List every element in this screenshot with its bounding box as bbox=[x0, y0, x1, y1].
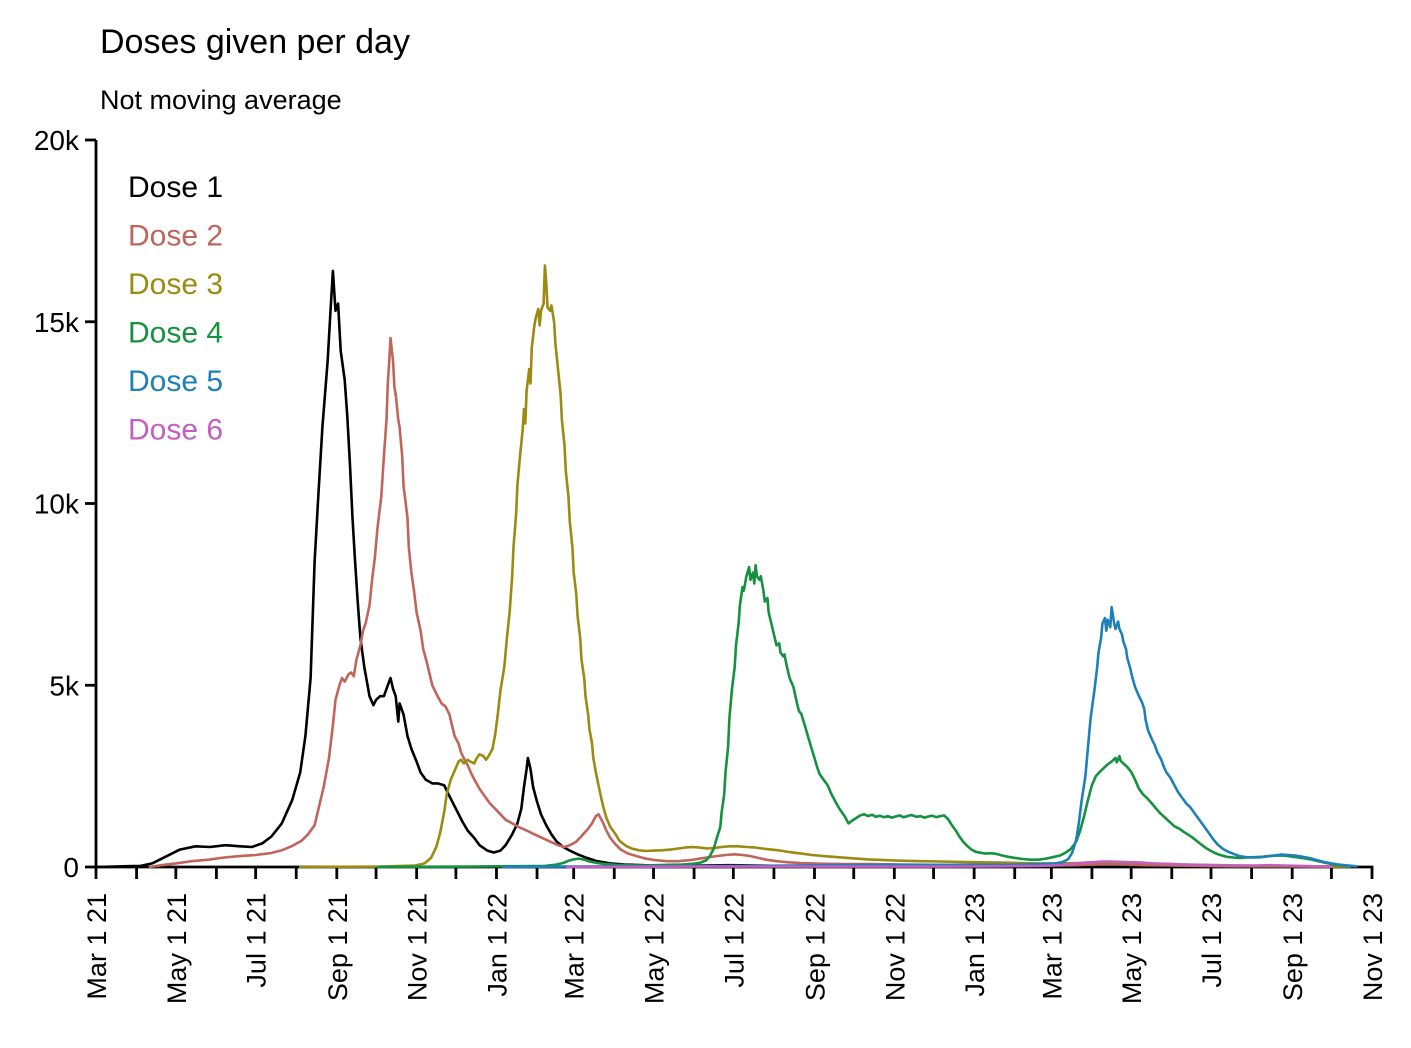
x-tick-label: Mar 1 23 bbox=[1037, 893, 1067, 1000]
x-tick-label: Nov 1 21 bbox=[403, 893, 433, 1001]
legend-item-dose-5: Dose 5 bbox=[128, 365, 223, 398]
x-tick-label: Mar 1 21 bbox=[82, 893, 112, 1000]
y-tick-label: 5k bbox=[49, 670, 80, 701]
x-tick-label: May 1 22 bbox=[640, 893, 670, 1004]
plot-area: 0 5k 10k 15k 20k Mar 1 21 May 1 21 Jul 1 21 Sep … bbox=[34, 125, 1388, 1004]
x-tick-label: Jul 1 23 bbox=[1197, 893, 1227, 988]
series-dose-1 bbox=[94, 269, 791, 869]
y-tick-label: 10k bbox=[34, 489, 80, 520]
x-tick-label: Jan 1 23 bbox=[960, 893, 990, 997]
series-dose-2 bbox=[148, 336, 1352, 869]
series-dose-5 bbox=[501, 605, 1358, 869]
x-tick-label: May 1 21 bbox=[162, 893, 192, 1004]
x-tick-label: Sep 1 22 bbox=[800, 893, 830, 1001]
x-tick-label: Sep 1 23 bbox=[1278, 893, 1308, 1001]
series-dose-3 bbox=[298, 264, 1352, 869]
y-tick-label: 20k bbox=[34, 125, 80, 156]
y-tick-label: 0 bbox=[63, 852, 79, 883]
x-tick-label: Sep 1 21 bbox=[323, 893, 353, 1001]
x-tick-label: Jan 1 22 bbox=[482, 893, 512, 997]
x-tick-label: Mar 1 22 bbox=[560, 893, 590, 1000]
legend-item-dose-1: Dose 1 bbox=[128, 171, 223, 204]
chart-subtitle: Not moving average bbox=[100, 85, 342, 115]
legend-item-dose-2: Dose 2 bbox=[128, 220, 223, 253]
x-tick-label: Nov 1 22 bbox=[880, 893, 910, 1001]
x-tick-label: Jul 1 21 bbox=[242, 893, 272, 988]
legend-item-dose-3: Dose 3 bbox=[128, 268, 223, 301]
x-tick-label: Jul 1 22 bbox=[719, 893, 749, 988]
chart-title: Doses given per day bbox=[100, 23, 410, 61]
x-tick-label: May 1 23 bbox=[1117, 893, 1147, 1004]
y-tick-label: 15k bbox=[34, 307, 80, 338]
series-dose-4 bbox=[376, 563, 1352, 869]
series-dose-6 bbox=[565, 860, 1333, 869]
legend-item-dose-6: Dose 6 bbox=[128, 414, 223, 447]
legend-item-dose-4: Dose 4 bbox=[128, 317, 223, 350]
x-tick-label: Nov 1 23 bbox=[1358, 893, 1388, 1001]
